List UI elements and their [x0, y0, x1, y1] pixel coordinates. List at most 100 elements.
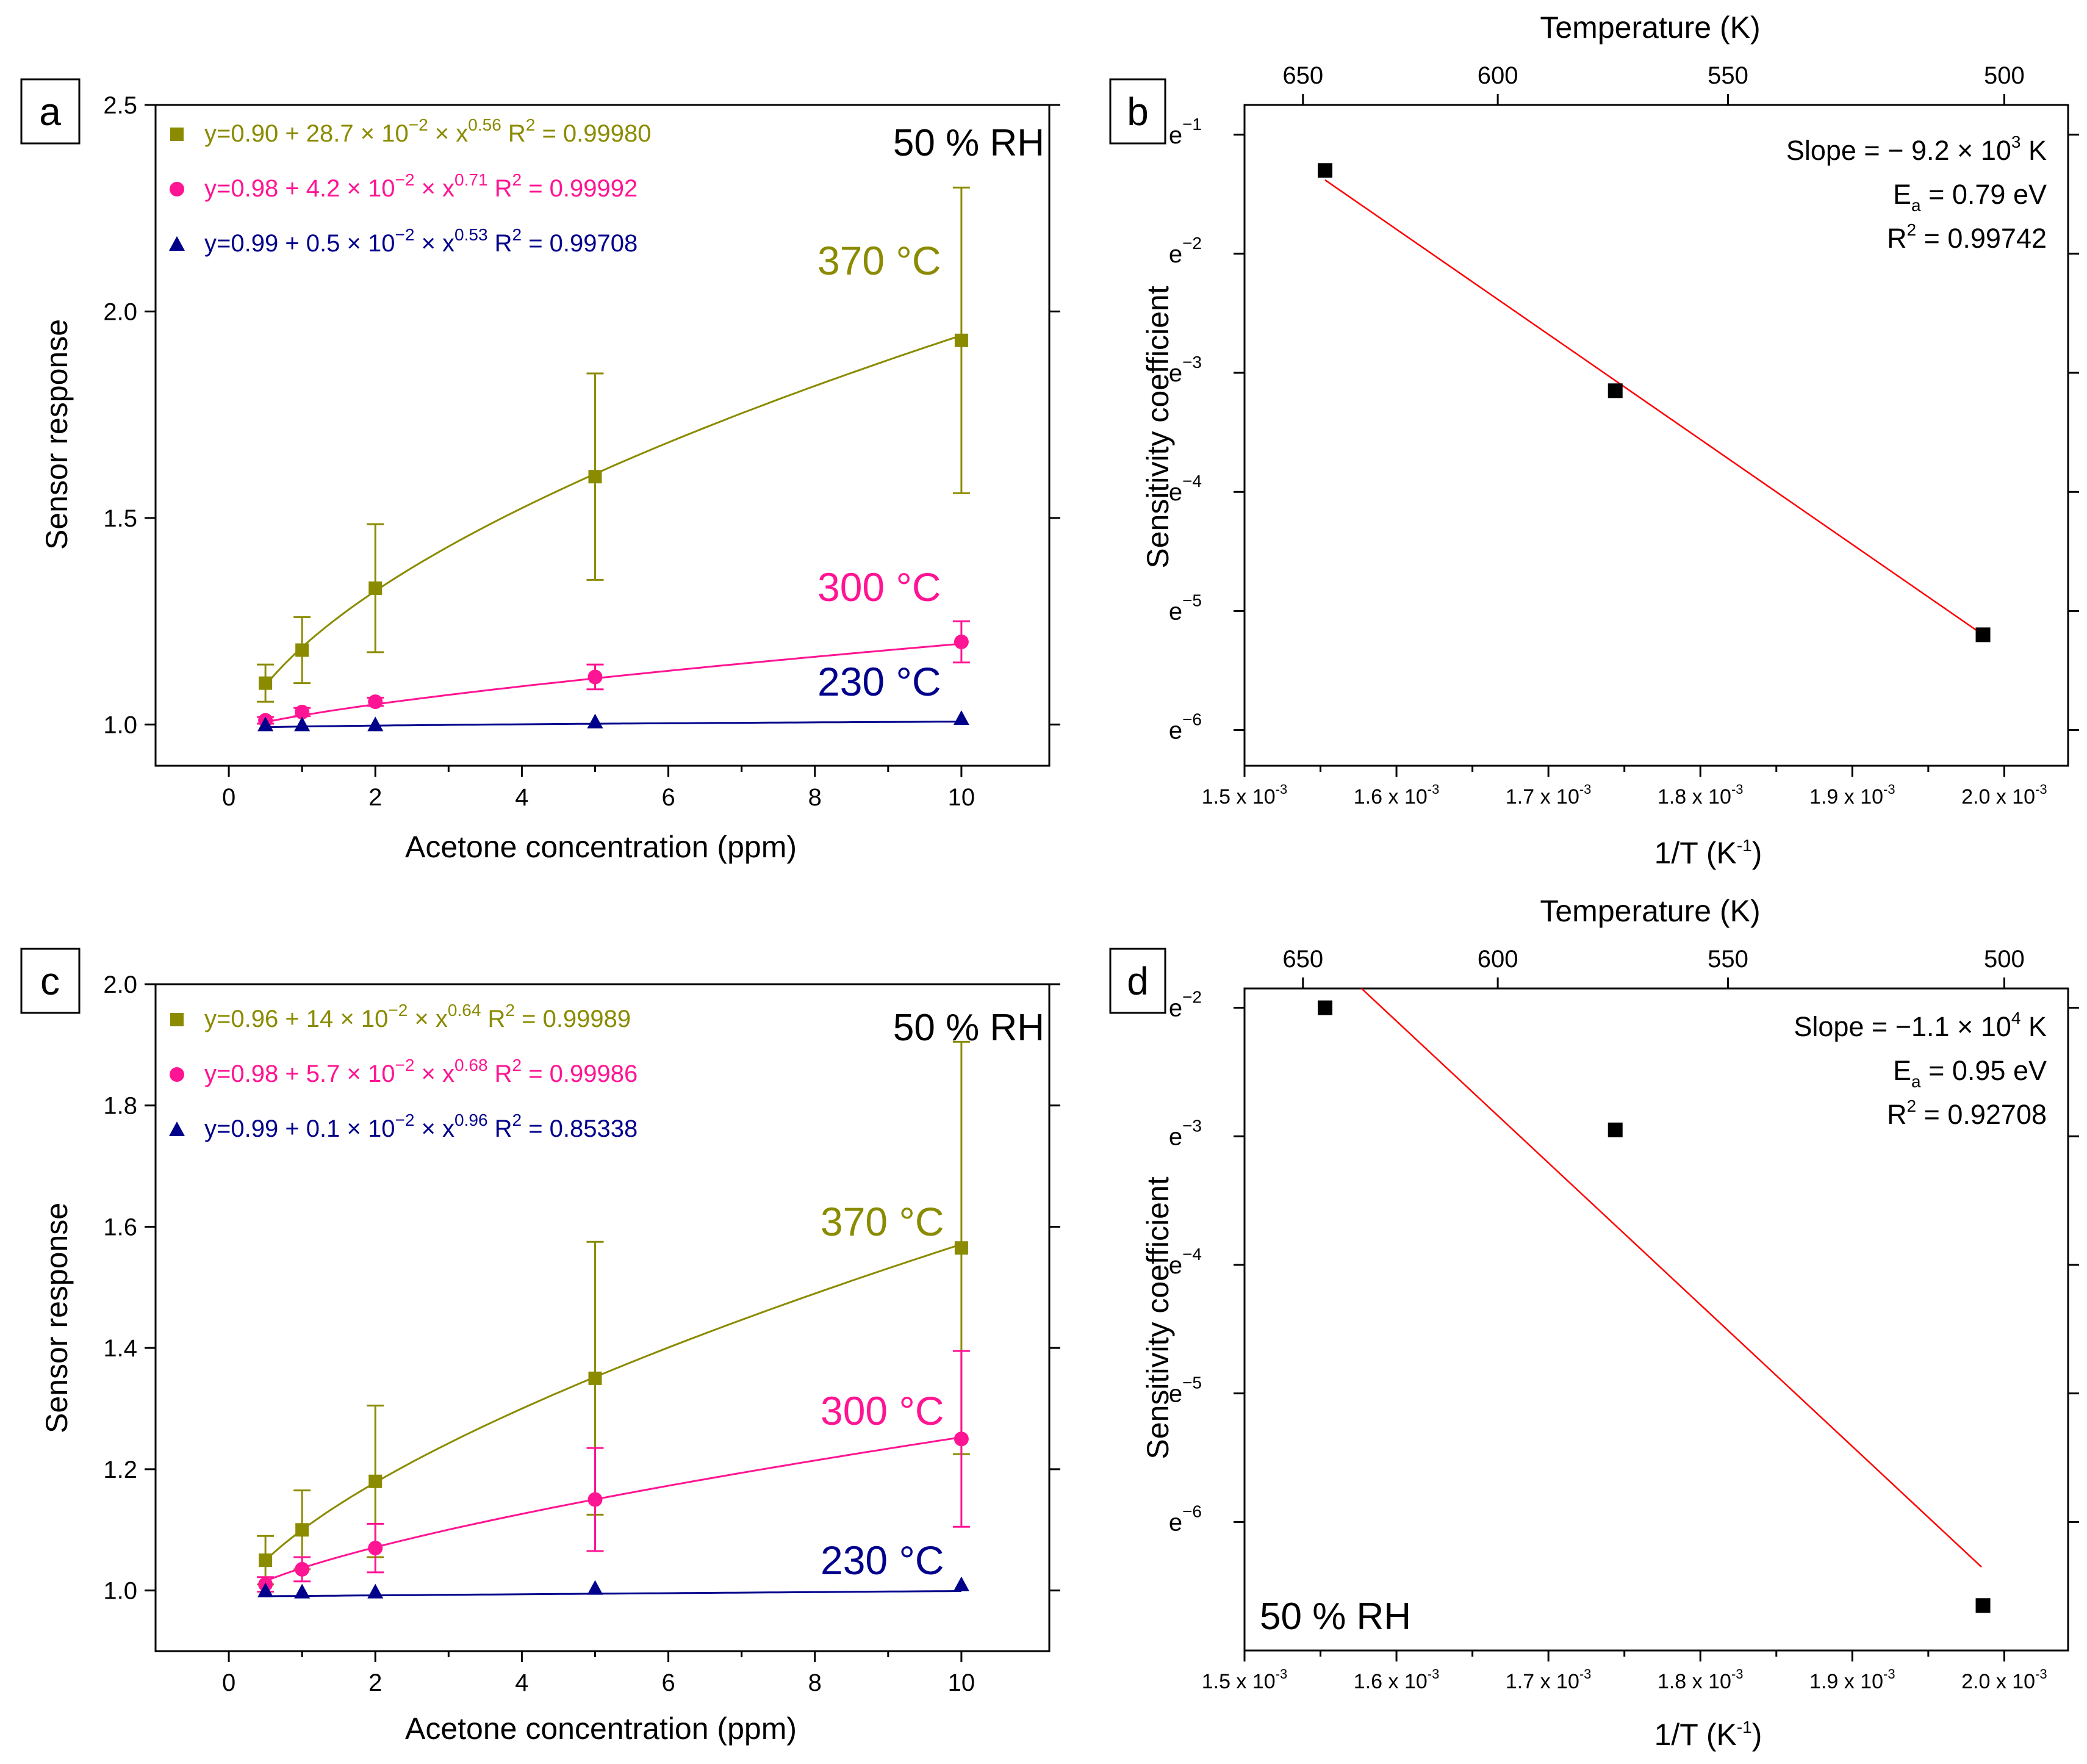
y-tick-exp-d-1: −3	[1182, 1116, 1202, 1135]
data-point-a-1-1	[295, 705, 310, 720]
y-tick-label-b-2: e−3	[1169, 353, 1202, 387]
legend-r2-a-2: R	[488, 230, 512, 257]
y-tick-exp-d-2: −4	[1182, 1245, 1202, 1264]
temp-label-370-c: 370 °C	[821, 1199, 944, 1244]
x-ticks-d: 1.5 x 10-3 1.6 x 10-3 1.7 x 10-3 1.8 x 10-3…	[1202, 1651, 2047, 1693]
y-tick-base-b-1: e	[1169, 241, 1182, 268]
top-tick-label-b-550: 550	[1708, 62, 1748, 89]
data-point-c-0-3	[588, 1371, 602, 1385]
y-tick-exp-b-3: −4	[1182, 472, 1202, 491]
x-tick-exp-b-0: -3	[1276, 782, 1288, 797]
x-tick-exp-d-5: -3	[2035, 1666, 2047, 1682]
panel-a: a 0 2 4 6 8 10 1.0 1.5 2.0 2.5 Acetone concentra…	[20, 78, 1060, 864]
data-point-a-2-1	[294, 716, 311, 732]
x-axis-title-d-end: )	[1752, 1718, 1762, 1752]
y-tick-base-d-0: e	[1169, 995, 1182, 1022]
legend-entry-a-1: y=0.98 + 4.2 × 10−2 × x0.71 R2 = 0.99992	[204, 170, 638, 202]
y-tick-base-b-0: e	[1169, 122, 1182, 149]
y-tick-base-d-1: e	[1169, 1123, 1182, 1150]
x-tick-mantissa-d-1: 1.6 x 10	[1354, 1670, 1428, 1693]
y-tick-label-d-4: e−6	[1169, 1502, 1202, 1536]
y-tick-exp-b-4: −5	[1182, 591, 1202, 610]
legend-r2exp-c-0: 2	[505, 1001, 515, 1020]
fit-text-unit-d-1: = 0.95 eV	[1921, 1055, 2047, 1086]
temp-label-300-c: 300 °C	[821, 1388, 944, 1433]
x-tick-exp-d-2: -3	[1579, 1666, 1592, 1682]
y-ticks-b: e−1e−2e−3e−4e−5e−6	[1169, 115, 2079, 744]
y-tick-exp-d-0: −2	[1182, 988, 1202, 1007]
x-tick-label-b-3: 1.8 x 10-3	[1658, 782, 1744, 808]
x-axis-title-d: 1/T (K-1)	[1654, 1718, 1762, 1752]
legend-base-c-1: y=0.98 + 5.7 × 10	[204, 1060, 395, 1087]
data-point-b-1	[1607, 383, 1623, 398]
legend-marker-c-1	[170, 1067, 184, 1082]
legend-r2-c-2: R	[488, 1115, 512, 1142]
y-tick-label-a-2: 2.0	[103, 298, 137, 325]
y-tick-exp-b-1: −2	[1182, 234, 1202, 253]
legend-base-c-0: y=0.96 + 14 × 10	[204, 1006, 388, 1032]
fit-text-unit-d-2: = 0.92708	[1916, 1099, 2047, 1130]
y-ticks-a: 1.0 1.5 2.0 2.5	[103, 92, 1060, 738]
x-tick-label-d-4: 1.9 x 10-3	[1809, 1666, 1895, 1693]
y-tick-exp-d-3: −5	[1182, 1373, 1202, 1392]
legend-r2val-c-2: = 0.85338	[522, 1115, 638, 1142]
x-tick-mantissa-d-0: 1.5 x 10	[1202, 1670, 1276, 1693]
y-tick-label-b-1: e−2	[1169, 234, 1202, 268]
fit-text-main-d-0: Slope = −1.1 × 10	[1794, 1011, 2011, 1042]
fit-text-line-d-1: Ea = 0.95 eV	[1893, 1055, 2047, 1091]
legend-r2val-c-0: = 0.99989	[515, 1006, 631, 1032]
x-tick-label-d-0: 1.5 x 10-3	[1202, 1666, 1288, 1693]
fit-text-main-b-2: R	[1887, 223, 1907, 254]
x-tick-label-c-8: 8	[808, 1669, 822, 1696]
legend-exp2-c-2: 0.96	[454, 1111, 488, 1129]
legend-exp1-c-1: −2	[395, 1056, 414, 1075]
data-point-c-1-4	[954, 1431, 969, 1447]
y-ticks-c: 1.0 1.2 1.4 1.6 1.8 2.0	[103, 971, 1060, 1605]
x-ticks-c: 0 2 4 6 8 10	[222, 1651, 975, 1696]
fit-text-exp-b-0: 3	[2011, 132, 2021, 151]
top-tick-label-d-500: 500	[1984, 946, 2025, 973]
fit-text-line-d-2: R2 = 0.92708	[1887, 1096, 2047, 1130]
panel-letter-d: d	[1127, 959, 1149, 1003]
top-axis-title-b: Temperature (K)	[1540, 10, 1760, 45]
rh-label-d: 50 % RH	[1260, 1596, 1411, 1638]
top-tick-label-b-600: 600	[1478, 62, 1518, 89]
y-tick-label-a-3: 2.5	[103, 92, 137, 119]
x-tick-exp-d-3: -3	[1731, 1666, 1744, 1682]
y-tick-label-d-2: e−4	[1169, 1245, 1202, 1279]
x-tick-label-d-1: 1.6 x 10-3	[1354, 1666, 1440, 1693]
y-axis-title-c: Sensor response	[40, 1203, 74, 1433]
legend-r2-c-0: R	[481, 1006, 505, 1032]
y-tick-base-b-4: e	[1169, 598, 1182, 625]
y-tick-label-a-0: 1.0	[103, 711, 137, 738]
top-ticks-b: 650 600 550 500	[1282, 62, 2025, 105]
top-tick-label-b-650: 650	[1282, 62, 1323, 89]
y-tick-exp-b-5: −6	[1182, 710, 1202, 729]
data-point-a-1-4	[954, 634, 969, 649]
legend-base-a-0: y=0.90 + 28.7 × 10	[204, 120, 409, 147]
legend-entry-c-1: y=0.98 + 5.7 × 10−2 × x0.68 R2 = 0.99986	[204, 1056, 638, 1087]
x-tick-exp-b-4: -3	[1883, 782, 1895, 797]
temp-label-230-c: 230 °C	[821, 1538, 944, 1583]
x-tick-label-c-6: 6	[661, 1669, 675, 1696]
data-point-c-2-2	[367, 1583, 384, 1599]
legend-r2val-a-0: = 0.99980	[535, 120, 651, 147]
x-tick-label-d-2: 1.7 x 10-3	[1506, 1666, 1592, 1693]
data-point-c-2-3	[587, 1580, 603, 1595]
data-point-b-2	[1975, 627, 1991, 643]
panel-letter-box-c	[20, 948, 81, 1014]
x-tick-exp-d-4: -3	[1883, 1666, 1895, 1682]
x-tick-mantissa-d-3: 1.8 x 10	[1658, 1670, 1731, 1693]
data-point-a-0-2	[368, 581, 383, 595]
plot-frame-d	[1243, 987, 2069, 1652]
temp-label-370-a: 370 °C	[817, 238, 941, 283]
fit-text-unit-d-0: K	[2021, 1011, 2047, 1042]
data-point-a-0-1	[295, 643, 309, 657]
legend-entry-a-0: y=0.90 + 28.7 × 10−2 × x0.56 R2 = 0.9998…	[204, 115, 652, 147]
y-tick-base-d-2: e	[1169, 1252, 1182, 1279]
legend-entry-a-2: y=0.99 + 0.5 × 10−2 × x0.53 R2 = 0.99708	[204, 225, 638, 257]
legend-r2exp-a-1: 2	[512, 170, 522, 189]
fit-text-exp-d-2: 2	[1906, 1096, 1916, 1115]
y-tick-base-b-5: e	[1169, 717, 1182, 744]
x-ticks-b: 1.5 x 10-3 1.6 x 10-3 1.7 x 10-3 1.8 x 10-3…	[1202, 766, 2047, 808]
